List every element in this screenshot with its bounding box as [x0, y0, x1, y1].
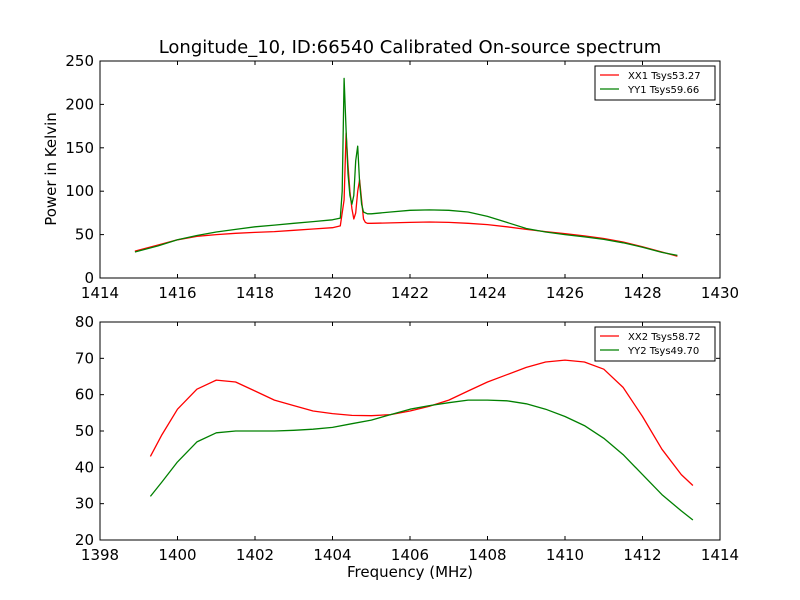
- x-tick-label: 1416: [158, 284, 196, 302]
- y-tick-label: 200: [65, 95, 94, 113]
- y-tick-label: 70: [75, 349, 94, 367]
- y-tick-label: 80: [75, 313, 94, 331]
- y-tick-label: 30: [75, 495, 94, 513]
- x-tick-label: 1408: [468, 546, 506, 564]
- legend-label: YY2 Tsys49.70: [627, 346, 699, 357]
- y-tick-label: 20: [75, 531, 94, 549]
- x-tick-label: 1424: [468, 284, 506, 302]
- y-tick-label: 250: [65, 52, 94, 70]
- x-tick-label: 1410: [546, 546, 584, 564]
- y-tick-label: 60: [75, 386, 94, 404]
- x-tick-label: 1412: [623, 546, 661, 564]
- y-tick-label: 50: [75, 422, 94, 440]
- legend-box: [594, 65, 716, 101]
- series-line-2: [149, 399, 694, 521]
- x-axis-label: Frequency (MHz): [347, 563, 473, 581]
- x-tick-label: 1428: [623, 284, 661, 302]
- top-panel: 1414 1416 1418 1420 1422 1424 1426 1428 1430 0 50 1…: [65, 52, 739, 302]
- y-tick-label: 0: [84, 269, 94, 287]
- x-tick-label: 1404: [313, 546, 351, 564]
- legend-label: XX2 Tsys58.72: [628, 332, 701, 343]
- x-tick-label: 1398: [81, 546, 119, 564]
- figure-title: Longitude_10, ID:66540 Calibrated On-sou…: [159, 37, 662, 58]
- x-tick-label: 1422: [391, 284, 429, 302]
- series-line-2: [134, 77, 678, 257]
- x-tick-label: 1430: [701, 284, 739, 302]
- y-tick-label: 150: [65, 139, 94, 157]
- y-axis-label: Power in Kelvin: [42, 112, 60, 226]
- legend-label: YY1 Tsys59.66: [627, 85, 699, 96]
- legend-label: XX1 Tsys53.27: [628, 71, 701, 82]
- x-tick-label: 1406: [391, 546, 429, 564]
- legend-box: [594, 326, 716, 362]
- x-tick-label: 1426: [546, 284, 584, 302]
- x-tick-label: 1418: [236, 284, 274, 302]
- bottom-panel: 1398 1400 1402 1404 1406 1408 1410 1412 1414 20 30…: [75, 313, 739, 564]
- x-tick-label: 1400: [158, 546, 196, 564]
- y-tick-label: 40: [75, 458, 94, 476]
- x-tick-label: 1420: [313, 284, 351, 302]
- y-tick-label: 100: [65, 182, 94, 200]
- series-line-1: [149, 359, 694, 486]
- y-tick-label: 50: [75, 226, 94, 244]
- x-tick-label: 1414: [701, 546, 739, 564]
- x-tick-label: 1402: [236, 546, 274, 564]
- x-tick-label: 1414: [81, 284, 119, 302]
